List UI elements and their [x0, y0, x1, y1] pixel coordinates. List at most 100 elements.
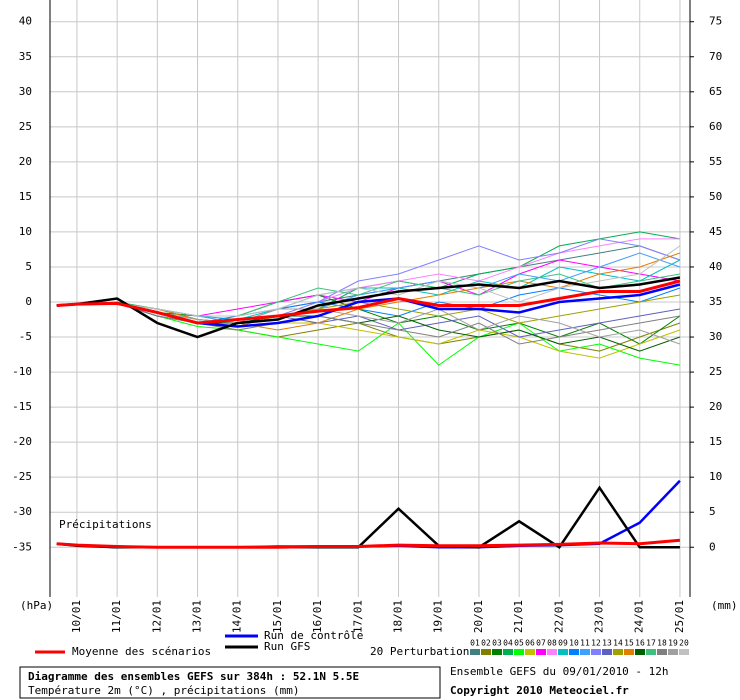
legend-swatch: [470, 649, 480, 655]
x-tick-label: 19/01: [432, 600, 445, 633]
x-tick-label: 15/01: [271, 600, 284, 633]
legend-swatch: [558, 649, 568, 655]
legend-label: 16: [635, 639, 645, 648]
legend-label: 19: [668, 639, 678, 648]
legend-label: 02: [481, 639, 491, 648]
series-line: [56, 279, 681, 325]
y2-tick-label: 75: [709, 15, 722, 28]
y-tick-label: -5: [19, 330, 32, 343]
y2-tick-label: 15: [709, 435, 722, 448]
legend-swatch: [602, 649, 612, 655]
perturbation-label: 20 Perturbations: [370, 645, 476, 658]
precip-label: Précipitations: [59, 518, 152, 531]
chart-title: Diagramme des ensembles GEFS sur 384h : …: [28, 670, 359, 683]
legend-label: Run GFS: [264, 640, 310, 653]
y2-tick-label: 40: [709, 260, 722, 273]
x-tick-label: 10/01: [70, 600, 83, 633]
legend-swatch: [525, 649, 535, 655]
run-info: Ensemble GEFS du 09/01/2010 - 12h: [450, 665, 669, 678]
y2-tick-label: 50: [709, 190, 722, 203]
legend-label: 20: [679, 639, 689, 648]
legend-label: 11: [580, 639, 590, 648]
x-tick-label: 24/01: [633, 600, 646, 633]
y-tick-label: 15: [19, 190, 32, 203]
x-tick-label: 18/01: [392, 600, 405, 633]
legend-label: 01: [470, 639, 480, 648]
legend-swatch: [624, 649, 634, 655]
legend-swatch: [635, 649, 645, 655]
x-tick-label: 20/01: [472, 600, 485, 633]
legend-swatch: [569, 649, 579, 655]
y-tick-label: 0: [25, 295, 32, 308]
legend-label: 06: [525, 639, 535, 648]
chart-subtitle: Température 2m (°C) , précipitations (mm…: [28, 684, 300, 697]
legend-swatch: [514, 649, 524, 655]
legend-label: 14: [613, 639, 623, 648]
y2-tick-label: 70: [709, 50, 722, 63]
legend-label: 10: [569, 639, 579, 648]
series-line: [56, 276, 681, 339]
y-tick-label: 5: [25, 260, 32, 273]
legend-swatch: [679, 649, 689, 655]
legend-label: 05: [514, 639, 524, 648]
legend-swatch: [591, 649, 601, 655]
x-tick-label: 13/01: [191, 600, 204, 633]
legend-swatch: [646, 649, 656, 655]
legend-swatch: [481, 649, 491, 655]
legend-swatch: [657, 649, 667, 655]
y-tick-label: 40: [19, 15, 32, 28]
y2-tick-label: 55: [709, 155, 722, 168]
x-tick-label: 25/01: [673, 600, 686, 633]
legend-label: Moyenne des scénarios: [72, 645, 211, 658]
series-line: [56, 302, 680, 345]
legend-swatch: [503, 649, 513, 655]
y2-tick-label: 20: [709, 400, 722, 413]
y-tick-label: 10: [19, 225, 32, 238]
info-box: [19, 666, 441, 699]
legend-label: Run de contrôle: [264, 629, 363, 642]
y2-tick-label: 60: [709, 120, 722, 133]
y2-tick-label: 30: [709, 330, 722, 343]
y-tick-label: 30: [19, 85, 32, 98]
y-tick-label: 35: [19, 50, 32, 63]
legend-label: 18: [657, 639, 667, 648]
legend-swatch: [613, 649, 623, 655]
y2-tick-label: 0: [709, 540, 716, 553]
y2-tick-label: 45: [709, 225, 722, 238]
legend-swatch: [536, 649, 546, 655]
x-tick-label: 21/01: [512, 600, 525, 633]
x-tick-label: 17/01: [351, 600, 364, 633]
y2-tick-label: 65: [709, 85, 722, 98]
series-line: [56, 538, 681, 549]
y-tick-label: -25: [12, 470, 32, 483]
y2-tick-label: 5: [709, 505, 716, 518]
legend-label: 04: [503, 639, 513, 648]
y2-tick-label: 25: [709, 365, 722, 378]
y-tick-label: -30: [12, 505, 32, 518]
y-tick-label: -15: [12, 400, 32, 413]
x-tick-label: 14/01: [231, 600, 244, 633]
y2-label: (mm): [711, 599, 738, 612]
legend-swatch: [580, 649, 590, 655]
legend-label: 13: [602, 639, 612, 648]
legend-label: 12: [591, 639, 601, 648]
x-tick-label: 23/01: [593, 600, 606, 633]
copyright: Copyright 2010 Meteociel.fr: [450, 684, 629, 697]
legend-label: 09: [558, 639, 568, 648]
legend-label: 15: [624, 639, 634, 648]
y2-tick-label: 10: [709, 470, 722, 483]
y-tick-label: -10: [12, 365, 32, 378]
y-tick-label: -35: [12, 540, 32, 553]
x-tick-label: 22/01: [552, 600, 565, 633]
legend-swatch: [668, 649, 678, 655]
y-label: (hPa): [20, 599, 53, 612]
series-line: [56, 245, 681, 317]
x-tick-label: 16/01: [311, 600, 324, 633]
legend-label: 08: [547, 639, 557, 648]
y-tick-label: 25: [19, 120, 32, 133]
y-tick-label: 20: [19, 155, 32, 168]
legend-swatch: [492, 649, 502, 655]
legend-label: 17: [646, 639, 656, 648]
